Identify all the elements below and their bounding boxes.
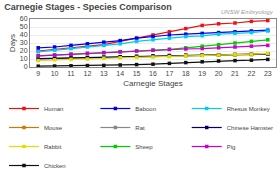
svg-text:20: 20 [215,70,223,77]
svg-text:16: 16 [149,70,157,77]
svg-text:Human: Human [44,106,63,112]
svg-text:9: 9 [36,70,40,77]
svg-text:19: 19 [198,70,206,77]
svg-text:Rat: Rat [135,125,145,131]
svg-text:0: 0 [24,63,28,70]
svg-text:20: 20 [20,47,28,54]
svg-text:Pig: Pig [227,144,236,150]
svg-text:60: 60 [20,15,28,22]
svg-text:11: 11 [67,70,74,77]
svg-text:UNSW Embryology: UNSW Embryology [221,9,274,15]
svg-text:17: 17 [166,70,174,77]
svg-text:Mouse: Mouse [44,125,63,131]
svg-text:50: 50 [20,23,28,30]
svg-text:12: 12 [84,70,92,77]
svg-text:21: 21 [231,70,239,77]
svg-text:30: 30 [20,39,28,46]
svg-text:40: 40 [20,31,28,38]
svg-text:13: 13 [100,70,108,77]
svg-text:Chinese Hamster: Chinese Hamster [227,125,273,131]
svg-text:Rhesus Monkey: Rhesus Monkey [227,106,270,112]
svg-text:10: 10 [20,55,28,62]
svg-text:Days: Days [8,34,17,52]
svg-text:23: 23 [264,70,272,77]
svg-text:Carnegie Stages - Species Comp: Carnegie Stages - Species Comparison [4,2,172,12]
svg-text:14: 14 [116,70,124,77]
svg-text:Baboon: Baboon [135,106,156,112]
svg-text:10: 10 [51,70,59,77]
svg-text:Sheep: Sheep [135,144,153,150]
svg-text:Rabbit: Rabbit [44,144,62,150]
svg-text:15: 15 [133,70,141,77]
svg-text:22: 22 [248,70,256,77]
svg-text:Chicken: Chicken [44,163,66,169]
svg-text:Carnegie Stages: Carnegie Stages [123,79,183,88]
svg-text:18: 18 [182,70,190,77]
